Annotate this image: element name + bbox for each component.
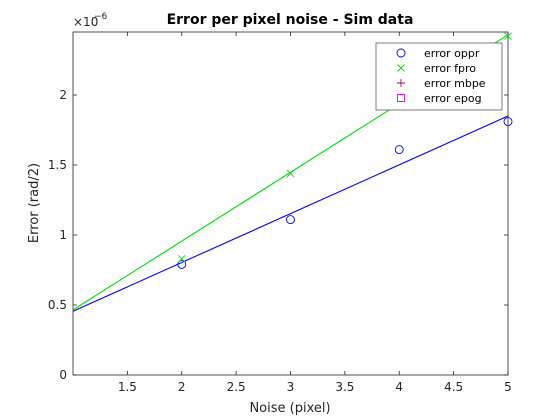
- fit-line: [72, 115, 509, 312]
- x-tick-label: 5: [504, 380, 512, 394]
- y-exponent-label: ×10 −6: [73, 12, 108, 29]
- data-point: [286, 215, 295, 225]
- legend-entry: error oppr: [424, 47, 480, 60]
- y-tick-label: 0.5: [48, 298, 67, 312]
- x-tick-label: 4: [395, 380, 403, 394]
- legend-entry: error epog: [424, 92, 482, 105]
- legend: error oppr error fpro error mbpe error epog: [375, 42, 503, 111]
- y-exponent-base: ×10: [73, 15, 98, 29]
- legend-marker: [397, 94, 405, 102]
- x-tick-label: 3.5: [335, 380, 354, 394]
- legend-marker: [397, 64, 405, 72]
- legend-marker: [397, 79, 405, 87]
- x-tick-label: 1.5: [118, 380, 137, 394]
- x-axis-label: Noise (pixel): [249, 401, 330, 416]
- data-point: [504, 32, 512, 41]
- y-tick-label: 1.5: [48, 158, 67, 172]
- data-point: [177, 259, 187, 269]
- data-point: [286, 169, 295, 178]
- x-tick-label: 2.5: [227, 380, 246, 394]
- chart-title: Error per pixel noise - Sim data: [167, 12, 414, 28]
- x-tick-label: 2: [178, 380, 186, 394]
- x-tick-label: 3: [287, 380, 295, 394]
- x-tick-label: 4.5: [444, 380, 463, 394]
- y-tick-label: 0: [59, 368, 67, 382]
- data-markers: [177, 32, 513, 269]
- legend-entry: error fpro: [424, 62, 476, 75]
- y-axis-label: Error (rad/2): [27, 163, 42, 243]
- data-point: [394, 145, 404, 155]
- y-exponent-power: −6: [94, 12, 108, 22]
- axis-ticks: 1.5 2 2.5 3 3.5 4 4.5 5 0 0.5 1 1.5 2: [48, 32, 512, 394]
- data-point: [503, 117, 513, 127]
- legend-marker: [396, 48, 406, 58]
- legend-entry: error mbpe: [424, 77, 486, 90]
- y-tick-label: 2: [59, 88, 67, 102]
- y-tick-label: 1: [59, 228, 67, 242]
- data-point: [177, 254, 186, 263]
